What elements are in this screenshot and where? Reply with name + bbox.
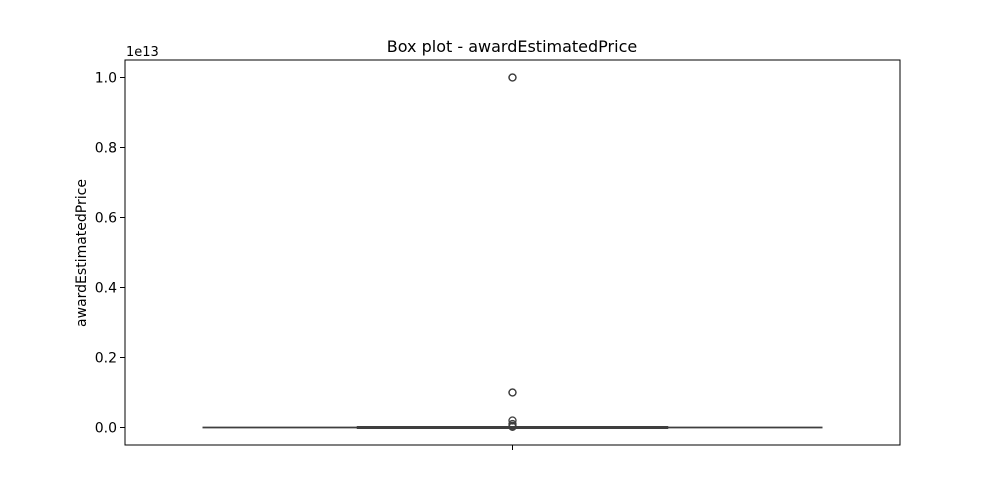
outlier-point	[508, 422, 517, 431]
y-tick-label: 1.0	[95, 71, 117, 87]
outlier-point	[508, 73, 517, 82]
chart-title: Box plot - awardEstimatedPrice	[387, 37, 637, 56]
y-tick-label: 0.0	[95, 421, 117, 437]
plot-area-frame	[124, 59, 901, 446]
y-tick-label: 0.4	[95, 281, 117, 297]
outlier-point	[508, 388, 517, 397]
y-tick-label: 0.6	[95, 211, 117, 227]
y-axis-ticks: 0.0 0.2 0.4 0.6 0.8 1.0	[95, 71, 125, 437]
y-tick-label: 0.8	[95, 141, 117, 157]
y-axis-label: awardEstimatedPrice	[74, 179, 90, 327]
y-tick-label: 0.2	[95, 351, 117, 367]
y-axis-scale-label: 1e13	[126, 45, 159, 60]
outlier-points	[508, 73, 517, 431]
outlier-point	[508, 416, 517, 425]
